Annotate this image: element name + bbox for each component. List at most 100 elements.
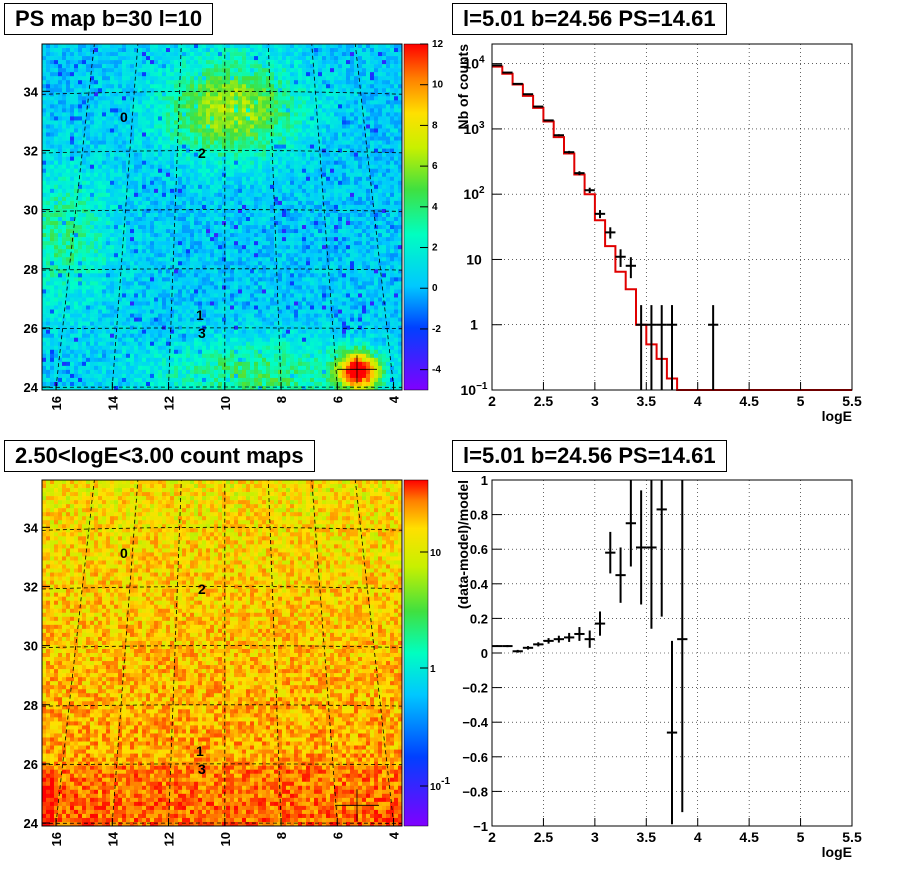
map-cell (114, 124, 119, 129)
map-cell (142, 365, 147, 371)
map-cell (166, 84, 171, 89)
map-cell (242, 76, 247, 81)
map-cell (230, 92, 235, 97)
map-cell (42, 116, 47, 121)
map-cell (62, 221, 67, 226)
map-cell (58, 108, 63, 113)
map-cell (126, 261, 131, 266)
map-cell (154, 373, 159, 379)
map-cell (90, 148, 95, 153)
map-cell (106, 140, 111, 145)
map-cell (198, 188, 203, 194)
map-cell (182, 132, 187, 137)
map-cell (250, 345, 255, 351)
map-cell (42, 369, 47, 375)
map-cell (206, 208, 211, 214)
map-cell (162, 325, 167, 330)
map-cell (258, 289, 263, 294)
map-cell (170, 241, 175, 246)
map-cell (98, 349, 103, 355)
map-cell (270, 245, 275, 250)
map-cell (158, 44, 163, 49)
map-cell (122, 249, 127, 254)
map-cell (94, 245, 99, 250)
map-cell (210, 104, 215, 109)
map-cell (234, 148, 239, 153)
map-cell (150, 200, 155, 206)
map-cell (54, 160, 59, 165)
map-cell (134, 128, 139, 133)
map-cell (254, 229, 259, 234)
map-cell (174, 152, 179, 157)
map-cell (166, 176, 171, 182)
map-cell (94, 269, 99, 274)
map-cell (162, 369, 167, 375)
map-cell (186, 212, 191, 218)
map-cell (182, 156, 187, 161)
map-cell (150, 128, 155, 133)
map-cell (118, 208, 123, 214)
map-cell (118, 301, 123, 306)
map-cell (158, 176, 163, 182)
map-cell (78, 144, 83, 149)
map-cell (78, 180, 83, 186)
map-cell (218, 60, 223, 65)
map-cell (62, 329, 67, 334)
map-cell (106, 317, 111, 322)
map-cell (230, 365, 235, 371)
map-cell (98, 273, 103, 278)
map-cell (70, 245, 75, 250)
map-cell (242, 120, 247, 125)
map-cell (98, 301, 103, 306)
map-cell (122, 64, 127, 69)
map-cell (238, 212, 243, 218)
map-cell (46, 60, 51, 65)
map-cell (94, 212, 99, 218)
map-cell (262, 257, 267, 262)
map-cell (126, 293, 131, 298)
map-cell (214, 56, 219, 61)
map-cell (58, 60, 63, 65)
map-cell (246, 289, 251, 294)
map-cell (254, 156, 259, 161)
map-cell (150, 321, 155, 326)
map-cell (242, 88, 247, 93)
map-cell (78, 381, 83, 387)
map-cell (130, 321, 135, 326)
map-cell (218, 357, 223, 363)
map-cell (234, 221, 239, 226)
map-cell (122, 156, 127, 161)
map-cell (174, 160, 179, 165)
map-cell (250, 60, 255, 65)
map-cell (270, 156, 275, 161)
map-cell (178, 176, 183, 182)
map-cell (86, 124, 91, 129)
map-cell (154, 253, 159, 258)
map-cell (218, 289, 223, 294)
map-cell (258, 204, 263, 210)
map-cell (162, 128, 167, 133)
map-cell (134, 317, 139, 322)
map-cell (230, 217, 235, 222)
map-cell (90, 225, 95, 230)
map-cell (154, 192, 159, 198)
map-cell (174, 172, 179, 178)
map-cell (158, 221, 163, 226)
map-cell (130, 44, 135, 49)
map-cell (102, 261, 107, 266)
map-cell (234, 341, 239, 347)
map-cell (158, 124, 163, 129)
map-cell (58, 253, 63, 258)
map-cell (198, 96, 203, 101)
map-cell (230, 221, 235, 226)
map-cell (146, 241, 151, 246)
map-cell (114, 313, 119, 318)
map-cell (230, 140, 235, 145)
map-cell (42, 196, 47, 202)
map-cell (58, 341, 63, 347)
map-cell (46, 305, 51, 310)
map-cell (238, 176, 243, 182)
map-cell (234, 180, 239, 186)
map-cell (86, 333, 91, 338)
map-cell (222, 385, 227, 390)
